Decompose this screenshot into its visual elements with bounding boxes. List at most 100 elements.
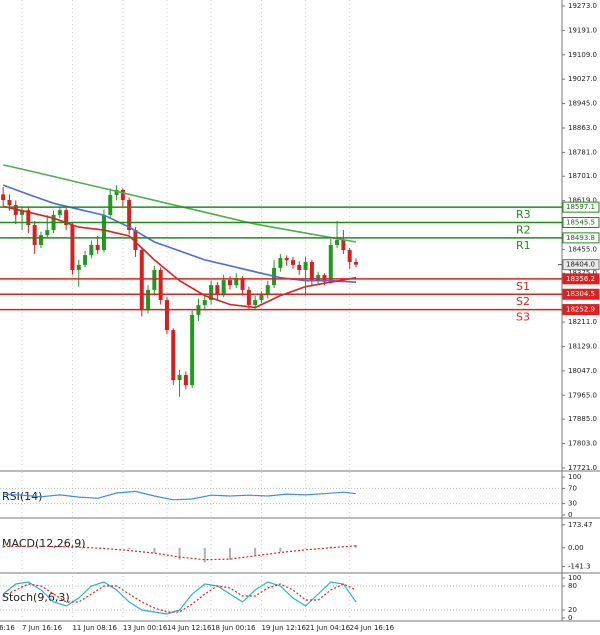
candle-body [38, 235, 43, 245]
price-box [562, 232, 600, 244]
indicator-line [3, 205, 357, 309]
candle-body [183, 375, 188, 386]
candle-body [177, 375, 182, 381]
y-tick-label: -141.3 [568, 563, 591, 571]
candle-body [316, 275, 321, 281]
indicator-line [2, 581, 357, 615]
candle-body [20, 210, 25, 215]
macd-bar [128, 547, 131, 550]
candle-body [309, 261, 314, 281]
y-tick-label: 18945.0 [568, 100, 597, 108]
x-tick-label: 14 Jun 12:16 [167, 624, 212, 632]
candle-body [64, 210, 69, 226]
x-tick-label: 7 Jun 16:16 [22, 624, 63, 632]
price-box [562, 288, 600, 300]
candle-body [83, 255, 88, 265]
y-tick-label: 173.47 [568, 521, 593, 529]
x-tick-label: 24 Jun 16:16 [350, 624, 395, 632]
x-tick-label: 21 Jun 04:16 [306, 624, 351, 632]
candle-body [139, 250, 144, 311]
indicator-line [3, 164, 357, 243]
macd-bar [77, 547, 80, 548]
candle-body [215, 285, 220, 295]
candle-body [221, 280, 226, 295]
price-box-label: 18356.2 [566, 275, 595, 283]
y-tick-label: 17965.0 [568, 391, 597, 399]
macd-bar [254, 547, 257, 556]
candle-body [335, 239, 340, 245]
candle-body [253, 300, 258, 306]
y-tick-label: 18701.0 [568, 172, 597, 180]
y-tick-label: 19273.0 [568, 2, 597, 10]
macd-bar [27, 545, 30, 548]
y-tick-label: 17721.0 [568, 464, 597, 472]
panel-title: MACD(12,26,9) [2, 537, 86, 550]
macd-bar [153, 547, 156, 554]
candle-body [246, 289, 251, 306]
candle-body [234, 278, 239, 286]
y-tick-label: 19191.0 [568, 26, 597, 34]
candle-body [297, 264, 302, 270]
price-box [562, 273, 600, 285]
pivot-name: R2 [516, 223, 531, 236]
x-tick-label: 6 Jun 16:16 [0, 624, 15, 632]
panel-title: Stoch(9,6,3) [2, 591, 70, 604]
macd-bar [2, 545, 5, 548]
candle-body [57, 210, 62, 215]
price-box-label: 18304.5 [566, 290, 595, 298]
panel-title: RSI(14) [2, 490, 42, 503]
candle-body [152, 269, 157, 290]
pivot-name: R1 [516, 239, 531, 252]
y-tick-label: 18619.0 [568, 197, 597, 205]
y-tick-label: 18047.0 [568, 367, 597, 375]
price-box-label: 18493.8 [566, 234, 595, 242]
candle-body [227, 280, 232, 286]
candle-body [127, 200, 132, 231]
indicator-line [3, 545, 357, 561]
indicator-line [2, 583, 357, 613]
last-price-box [562, 259, 600, 271]
price-box-label: 18252.9 [566, 306, 595, 314]
y-tick-label: 18129.0 [568, 342, 597, 350]
indicator-line [2, 184, 357, 283]
macd-bar [203, 547, 206, 563]
y-tick-label: 18455.0 [568, 245, 597, 253]
y-tick-label: 19109.0 [568, 51, 597, 59]
candle-body [70, 225, 75, 270]
y-tick-label: 18211.0 [568, 318, 597, 326]
candle-body [347, 250, 352, 262]
macd-bar [279, 547, 282, 552]
y-tick-label: 18375.0 [568, 269, 597, 277]
candle-body [108, 194, 113, 215]
candle-body [265, 285, 270, 295]
candle-body [328, 244, 333, 282]
candle-body [1, 194, 6, 201]
candle-body [32, 225, 37, 245]
price-box-label: 18545.5 [566, 218, 595, 226]
candle-body [45, 230, 50, 236]
price-box [562, 304, 600, 316]
y-tick-label: 17803.0 [568, 440, 597, 448]
candle-body [341, 239, 346, 251]
macd-bar [304, 547, 307, 549]
pivot-name: S3 [516, 311, 530, 324]
candle-body [76, 264, 81, 270]
candle-body [146, 289, 151, 311]
pivot-name: S1 [516, 280, 530, 293]
x-tick-label: 18 Jun 00:16 [211, 624, 256, 632]
candle-body [190, 314, 195, 386]
y-tick-label: 0.00 [568, 544, 584, 552]
candle-body [101, 214, 106, 251]
macd-bar [329, 546, 332, 548]
x-tick-label: 19 Jun 12:16 [261, 624, 306, 632]
x-tick-label: 13 Jun 00:16 [123, 624, 168, 632]
macd-bar [354, 545, 357, 548]
candle-body [303, 261, 308, 270]
x-tick-label: 11 Jun 08:16 [72, 624, 117, 632]
candle-body [7, 200, 12, 206]
price-box [562, 216, 600, 228]
candle-body [278, 258, 283, 268]
candle-body [114, 189, 119, 195]
y-tick-label: 30 [568, 500, 577, 508]
